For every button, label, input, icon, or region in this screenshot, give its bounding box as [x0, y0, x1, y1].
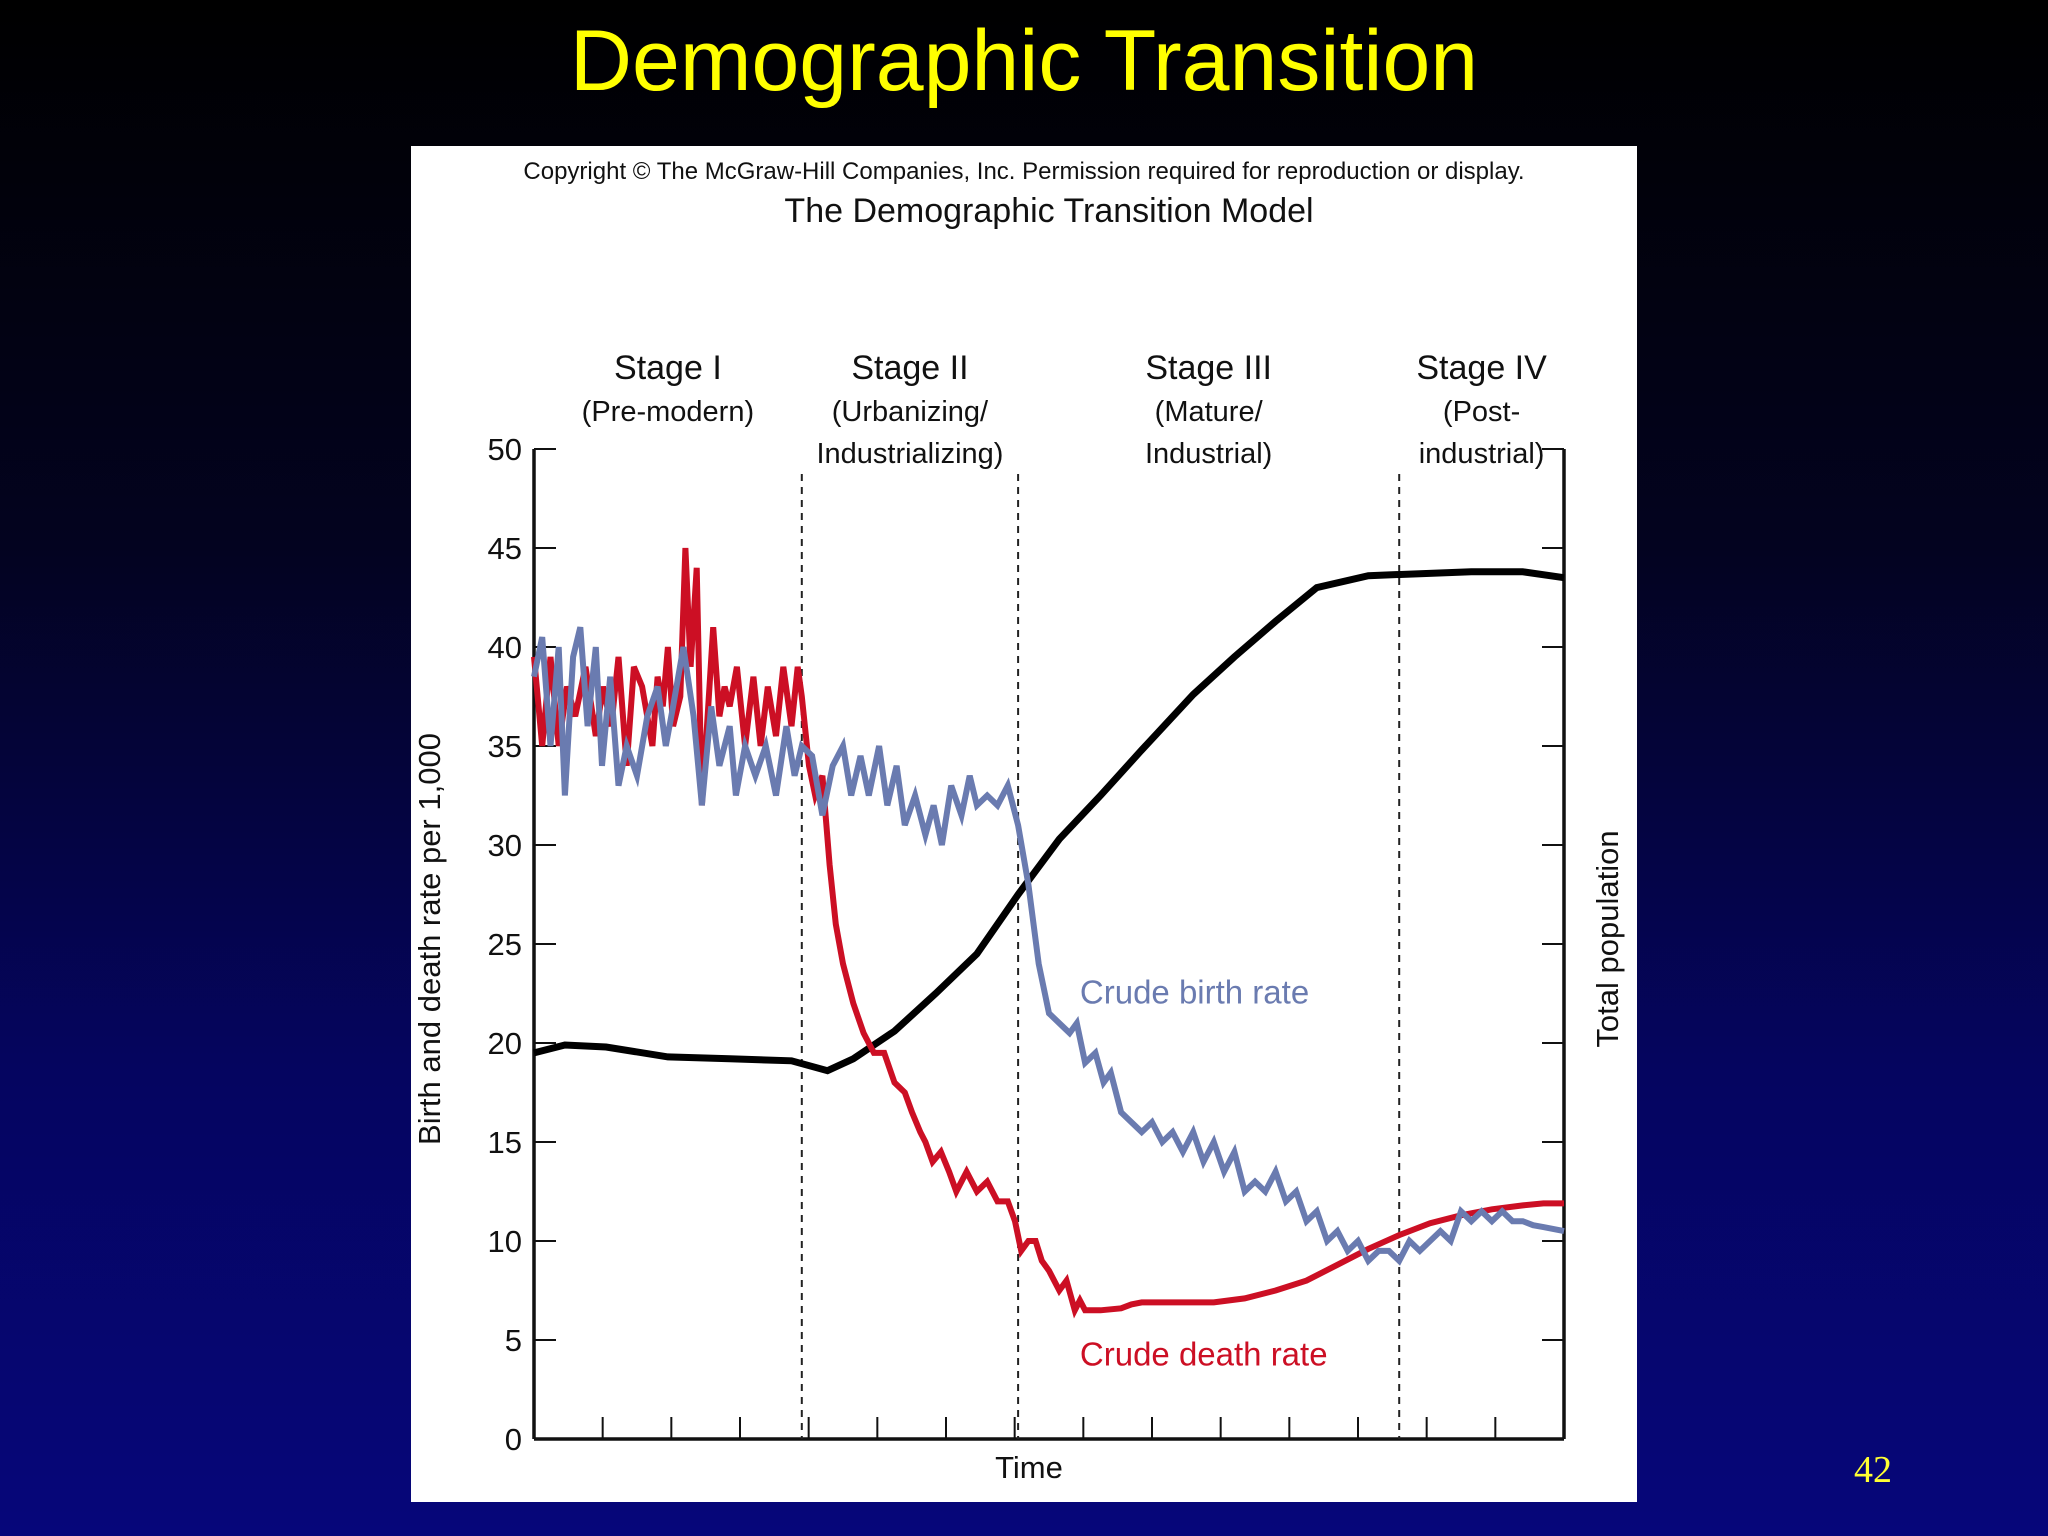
page-number: 42 [1854, 1449, 1892, 1491]
y-tick-label: 50 [488, 432, 522, 467]
stage-sublabel: industrial) [1419, 438, 1545, 470]
y-tick-label: 40 [488, 630, 522, 665]
y2-axis-label: Total population [1590, 830, 1625, 1047]
plot-area: 0 5 10 15 20 25 30 35 40 45 50 Stage I (Pre-modern) S… [488, 349, 1566, 1457]
y-tick-label: 45 [488, 531, 522, 566]
copyright-notice: Copyright © The McGraw-Hill Companies, I… [523, 158, 1524, 185]
y-tick-label: 0 [505, 1422, 522, 1457]
y-tick-label: 10 [488, 1224, 522, 1259]
stage-sublabel: (Pre-modern) [582, 396, 754, 428]
figure-panel: Copyright © The McGraw-Hill Companies, I… [411, 146, 1637, 1502]
slide-title: Demographic Transition [569, 13, 1479, 109]
birth-rate-line [531, 626, 1565, 1266]
stage-sublabel: (Mature/ [1155, 396, 1264, 428]
birth-rate-label: Crude birth rate [1080, 973, 1309, 1010]
death-rate-label: Crude death rate [1080, 1336, 1328, 1373]
x-axis-label: Time [995, 1450, 1063, 1485]
y-tick-label: 5 [505, 1323, 522, 1358]
stage-label: Stage I [614, 349, 722, 387]
y-axis-label: Birth and death rate per 1,000 [412, 733, 447, 1145]
y-tick-label: 15 [488, 1125, 522, 1160]
population-line [533, 568, 1565, 1075]
stage-label: Stage IV [1416, 349, 1547, 387]
stage-label: Stage III [1145, 349, 1272, 387]
y-tick-label: 30 [488, 828, 522, 863]
stage-sublabel: (Post- [1443, 396, 1520, 428]
chart-title: The Demographic Transition Model [784, 192, 1313, 230]
stage-sublabel: (Urbanizing/ [832, 396, 989, 428]
y-tick-label: 20 [488, 1026, 522, 1061]
stage-label: Stage II [851, 349, 968, 387]
stage-sublabel: Industrial) [1145, 438, 1272, 470]
y-tick-label: 25 [488, 927, 522, 962]
y-tick-label: 35 [488, 729, 522, 764]
stage-sublabel: Industrializing) [816, 438, 1003, 470]
demographic-transition-chart: Copyright © The McGraw-Hill Companies, I… [412, 158, 1625, 1485]
